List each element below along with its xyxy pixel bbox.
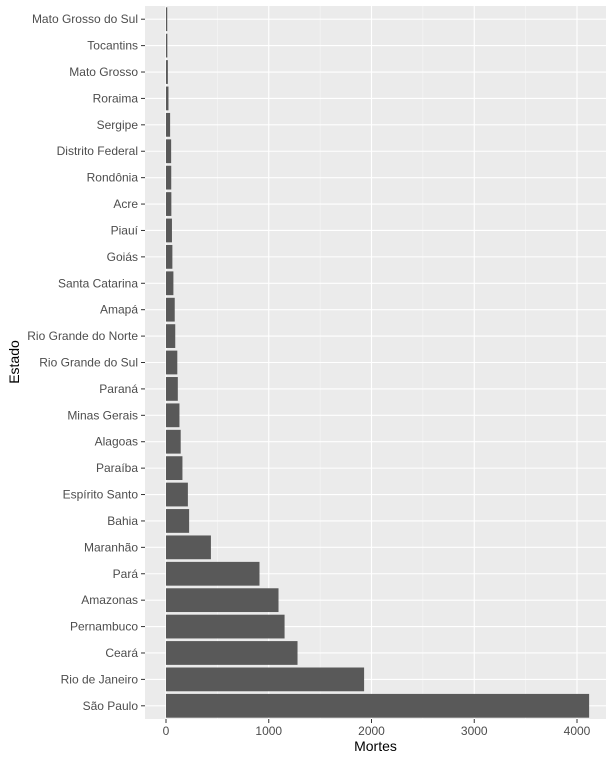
y-tick-label: Tocantins — [87, 39, 138, 53]
y-tick-label: Sergipe — [97, 118, 139, 132]
y-tick-label: Maranhão — [84, 540, 138, 554]
bar — [166, 86, 169, 111]
y-tick-label: Pernambuco — [70, 620, 138, 634]
y-tick-label: Alagoas — [95, 435, 138, 449]
y-tick-label: Minas Gerais — [67, 408, 138, 422]
x-tick-label: 4000 — [564, 724, 591, 738]
y-axis-title: Estado — [6, 340, 22, 384]
bars-group — [166, 7, 590, 718]
bar — [166, 588, 279, 613]
y-tick-label: Santa Catarina — [58, 276, 138, 290]
y-tick-label: Piauí — [111, 223, 139, 237]
bar — [166, 244, 173, 269]
y-tick-label: Amazonas — [81, 593, 138, 607]
bar — [166, 377, 178, 401]
bar — [166, 693, 590, 718]
y-tick-label: Goiás — [107, 250, 138, 264]
bar — [166, 641, 298, 665]
y-tick-label: Mato Grosso — [69, 65, 138, 79]
x-tick-label: 1000 — [255, 724, 282, 738]
bar — [166, 667, 365, 692]
bar — [166, 614, 285, 639]
bar — [166, 271, 174, 296]
bar — [166, 429, 181, 454]
bar — [166, 60, 168, 84]
bar — [166, 165, 172, 190]
y-tick-label: São Paulo — [83, 699, 139, 713]
bar — [166, 509, 190, 533]
y-tick-label: Mato Grosso do Sul — [32, 12, 138, 26]
bar — [166, 33, 168, 58]
bar — [166, 324, 176, 348]
x-axis: 0 1000 2000 3000 4000 — [163, 719, 591, 738]
y-tick-label: Rio Grande do Sul — [39, 356, 138, 370]
bar — [166, 7, 168, 32]
bar — [166, 350, 178, 375]
y-tick-label: Amapá — [100, 303, 138, 317]
y-tick-label: Acre — [113, 197, 138, 211]
bar — [166, 403, 180, 428]
bar — [166, 297, 175, 322]
y-tick-label: Roraima — [93, 91, 139, 105]
x-tick-label: 2000 — [358, 724, 385, 738]
y-axis: São Paulo Rio de Janeiro Ceará Pernambuco Am… — [27, 12, 145, 713]
y-tick-label: Paraíba — [96, 461, 138, 475]
bar — [166, 218, 172, 243]
bar — [166, 139, 172, 164]
y-tick-label: Rio de Janeiro — [61, 672, 139, 686]
x-axis-title: Mortes — [354, 738, 397, 754]
bar — [166, 561, 260, 586]
bar — [166, 535, 211, 560]
x-tick-label: 3000 — [461, 724, 488, 738]
bar — [166, 192, 172, 216]
y-tick-label: Rio Grande do Norte — [27, 329, 138, 343]
y-tick-label: Paraná — [99, 382, 138, 396]
y-tick-label: Espírito Santo — [63, 488, 139, 502]
y-tick-label: Ceará — [105, 646, 138, 660]
y-tick-label: Rondônia — [87, 171, 139, 185]
x-tick-label: 0 — [163, 724, 170, 738]
y-tick-label: Bahia — [107, 514, 138, 528]
y-tick-label: Distrito Federal — [57, 144, 138, 158]
bar — [166, 456, 183, 481]
bar — [166, 112, 171, 137]
y-tick-label: Pará — [113, 567, 139, 581]
bar — [166, 482, 188, 507]
